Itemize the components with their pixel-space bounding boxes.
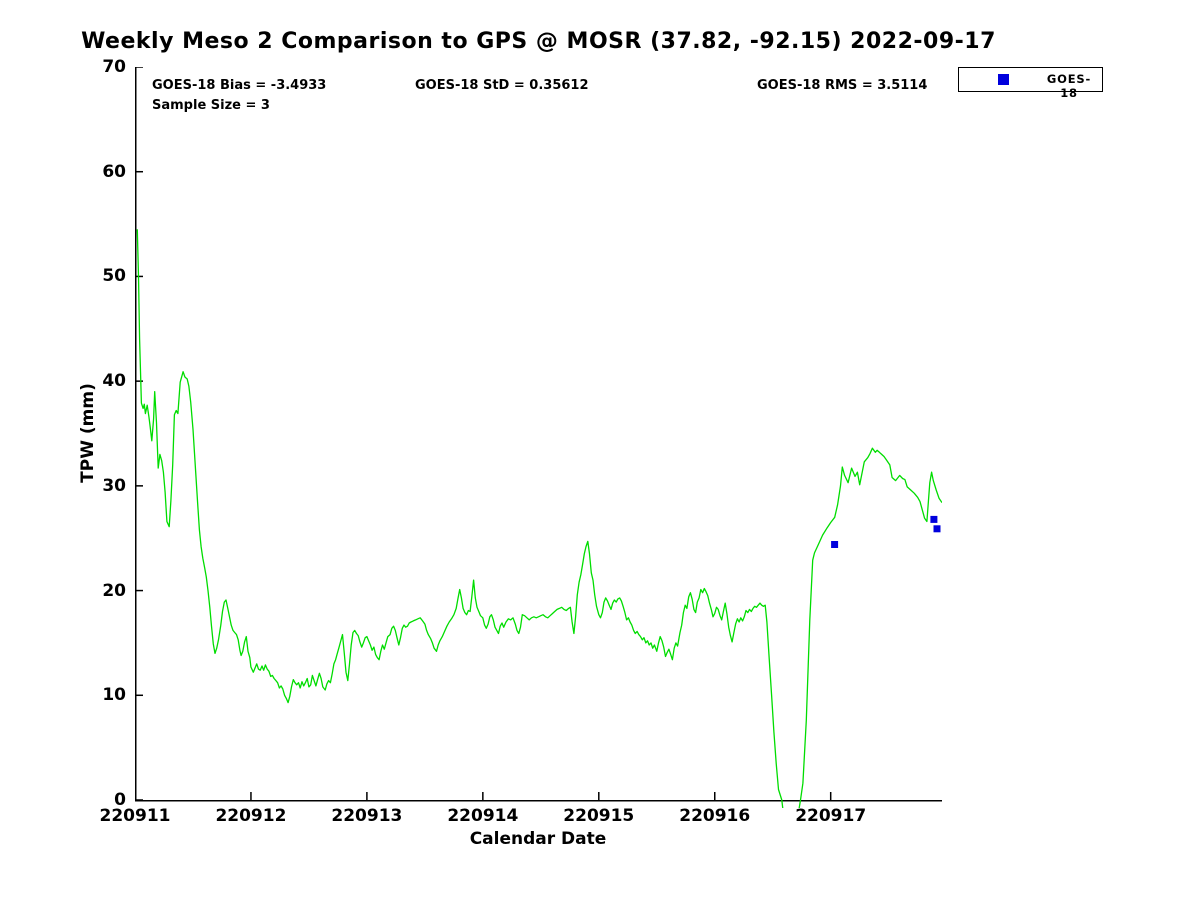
y-tick-label: 50 [102, 266, 126, 287]
y-axis-label: TPW (mm) [78, 383, 98, 483]
x-tick-label: 220915 [563, 806, 635, 826]
y-tick-label: 70 [102, 57, 126, 77]
stat-rms: GOES-18 RMS = 3.5114 [757, 78, 928, 93]
y-tick-label: 20 [102, 580, 126, 601]
x-tick-label: 220914 [447, 806, 519, 826]
legend-box: GOES-18 [958, 67, 1103, 100]
goes18-marker [831, 541, 839, 548]
y-tick-label: 10 [102, 685, 126, 706]
y-tick-label: 60 [102, 161, 126, 182]
plot-area [135, 67, 942, 808]
chart-title: Weekly Meso 2 Comparison to GPS @ MOSR (… [81, 29, 996, 54]
x-axis-label: Calendar Date [469, 829, 607, 849]
goes18-marker [930, 515, 938, 523]
stat-std: GOES-18 StD = 0.35612 [415, 78, 589, 93]
x-tick-label: 220913 [331, 806, 403, 826]
stat-sample-size: Sample Size = 3 [152, 98, 270, 113]
x-tick-label: 220912 [215, 806, 287, 826]
legend-goes18-label: GOES-18 [1046, 72, 1092, 100]
gps-tpw-line [136, 229, 942, 808]
stat-bias: GOES-18 Bias = -3.4933 [152, 78, 327, 93]
y-tick-label: 40 [102, 371, 126, 392]
x-tick-label: 220916 [679, 806, 751, 826]
y-tick-label: 30 [102, 475, 126, 496]
x-tick-label: 220917 [795, 806, 867, 826]
legend-goes18-marker-swatch [998, 74, 1009, 85]
y-tick-label: 0 [114, 790, 126, 810]
x-tick-label: 220911 [99, 806, 171, 826]
goes18-marker [933, 525, 941, 533]
axes [135, 67, 942, 802]
